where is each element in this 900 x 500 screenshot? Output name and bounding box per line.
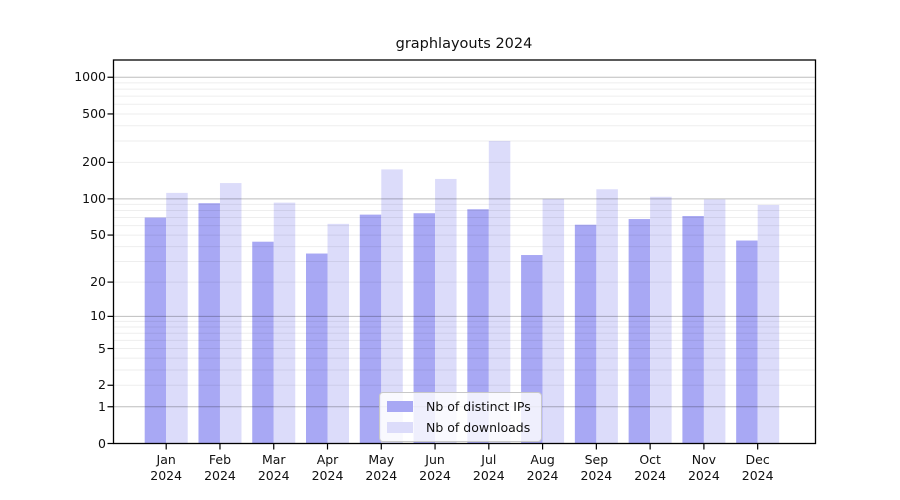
y-tick-label-1000: 1000 — [74, 69, 106, 85]
x-tick-label-Nov: Nov 2024 — [687, 451, 720, 483]
bar-distinct-ips-Jun — [413, 213, 436, 443]
x-tick-label-Jan: Jan 2024 — [150, 451, 183, 483]
legend-swatch-downloads — [387, 422, 413, 433]
legend-label-distinct-ips: Nb of distinct IPs — [426, 399, 531, 414]
bar-distinct-ips-Feb — [198, 203, 220, 443]
bar-distinct-ips-Apr — [306, 253, 328, 443]
bar-downloads-Jun — [435, 178, 457, 443]
bar-downloads-Apr — [327, 223, 350, 443]
bar-distinct-ips-May — [359, 214, 382, 443]
x-tick-label-Dec: Dec 2024 — [741, 451, 774, 483]
y-tick-label-20: 20 — [90, 274, 106, 290]
bar-downloads-Feb — [219, 183, 242, 443]
bar-downloads-Jul — [488, 140, 511, 443]
bar-downloads-Nov — [703, 199, 726, 443]
x-tick-label-Apr: Apr 2024 — [311, 451, 344, 483]
bar-downloads-Sep — [596, 189, 618, 443]
y-tick-label-5: 5 — [98, 340, 106, 356]
x-tick-label-Sep: Sep 2024 — [580, 451, 613, 483]
legend-swatch-distinct-ips — [387, 401, 413, 412]
bar-distinct-ips-Nov — [682, 216, 704, 443]
bar-distinct-ips-Dec — [736, 240, 758, 443]
y-tick-label-2: 2 — [98, 377, 106, 393]
bar-downloads-Mar — [273, 202, 296, 443]
x-tick-label-Feb: Feb 2024 — [204, 451, 236, 483]
y-tick-label-50: 50 — [90, 227, 106, 243]
x-tick-label-May: May 2024 — [365, 451, 398, 483]
x-tick-label-Jun: Jun 2024 — [419, 451, 451, 483]
x-tick-label-Aug: Aug 2024 — [526, 451, 559, 483]
bar-downloads-Dec — [757, 204, 780, 443]
bar-distinct-ips-Jan — [144, 217, 167, 443]
x-tick-label-Mar: Mar 2024 — [257, 451, 290, 483]
y-tick-label-200: 200 — [82, 154, 106, 170]
chart-title: graphlayouts 2024 — [395, 36, 533, 52]
legend-item-distinct-ips: Nb of distinct IPs — [387, 399, 531, 414]
y-tick-label-0: 0 — [98, 435, 106, 451]
bar-downloads-Jan — [166, 192, 188, 443]
legend-label-downloads: Nb of downloads — [426, 420, 531, 435]
bar-downloads-May — [381, 169, 403, 444]
x-tick-label-Oct: Oct 2024 — [634, 451, 667, 483]
bar-distinct-ips-Sep — [574, 224, 597, 443]
bar-distinct-ips-Mar — [252, 241, 274, 443]
legend: Nb of distinct IPs Nb of downloads — [379, 392, 542, 442]
bar-downloads-Aug — [542, 198, 565, 443]
legend-item-downloads: Nb of downloads — [387, 420, 531, 435]
y-tick-label-500: 500 — [82, 105, 106, 121]
y-tick-label-10: 10 — [90, 308, 106, 324]
bar-downloads-Oct — [650, 196, 672, 443]
y-tick-label-100: 100 — [82, 190, 106, 206]
y-tick-label-1: 1 — [98, 398, 106, 414]
bar-distinct-ips-Jul — [467, 209, 489, 443]
plot-border — [112, 59, 817, 445]
bar-distinct-ips-Oct — [628, 219, 651, 443]
x-tick-label-Jul: Jul 2024 — [472, 451, 505, 483]
